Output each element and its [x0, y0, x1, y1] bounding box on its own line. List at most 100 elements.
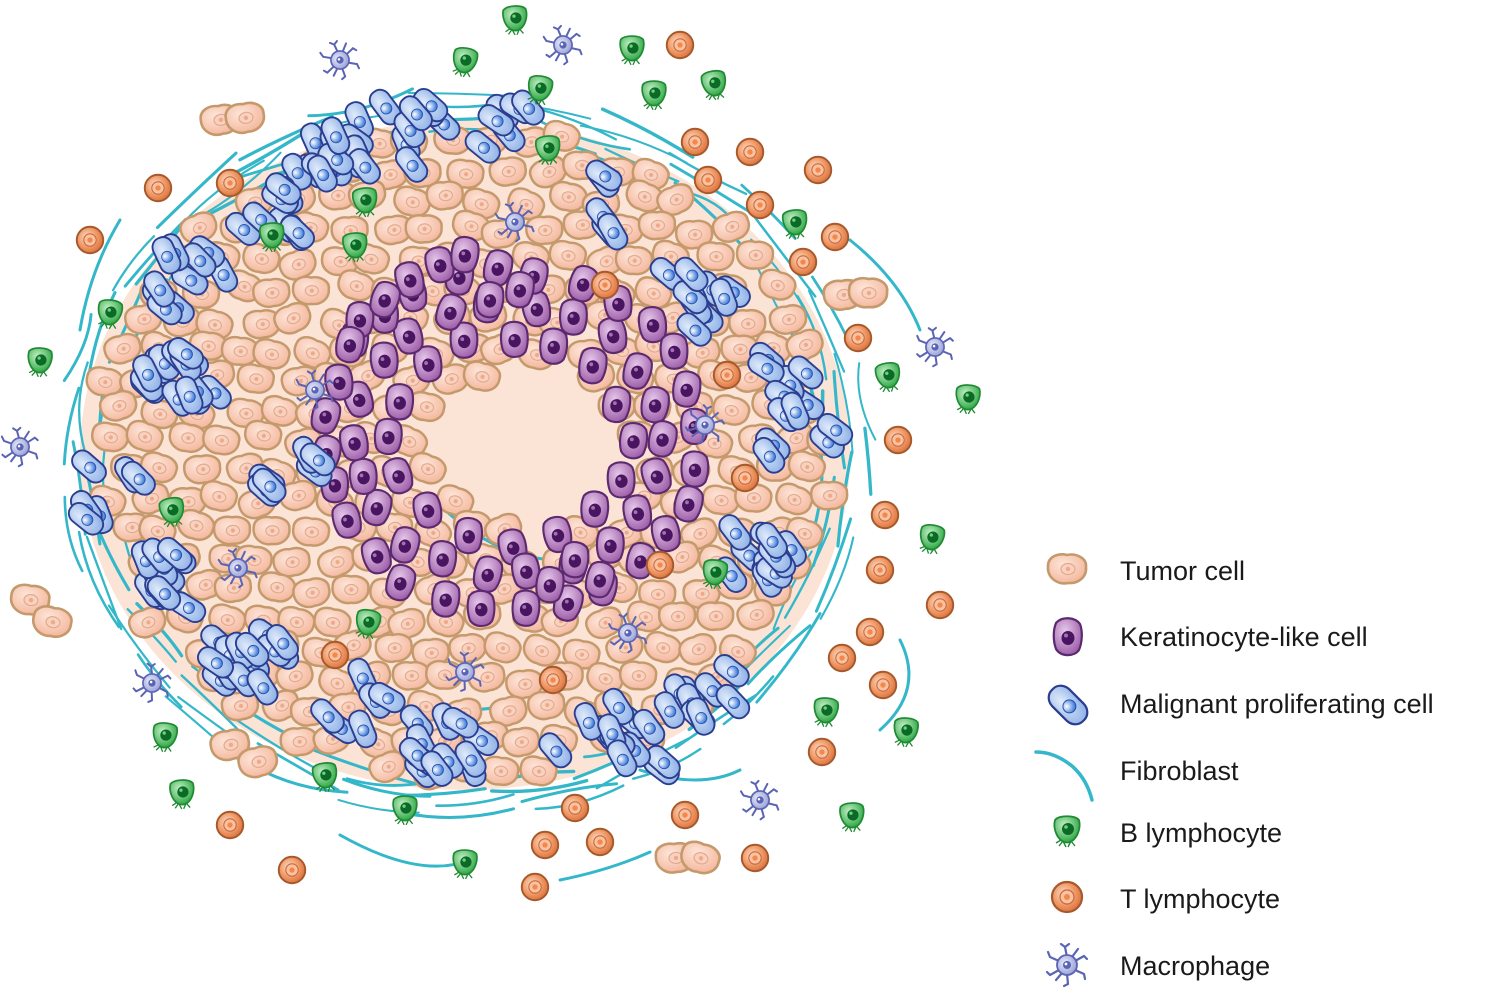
fibroblast [848, 238, 922, 332]
legend-item-b-lymphocyte: B lymphocyte [1053, 815, 1282, 848]
legend-label-b-lymphocyte: B lymphocyte [1120, 818, 1282, 848]
fibroblast [135, 602, 184, 658]
t-lymphocyte [735, 137, 765, 167]
t-lymphocyte [665, 30, 695, 60]
t-lymphocyte [320, 640, 350, 670]
t-lymphocyte [788, 247, 818, 277]
keratinocyte-like-cell [499, 320, 530, 359]
t-lymphocyte [807, 737, 837, 767]
t-lymphocyte [215, 810, 245, 840]
fibroblast [755, 612, 822, 704]
t-lymphocyte [843, 323, 873, 353]
tumor-cell [391, 660, 431, 692]
t-lymphocyte [865, 555, 895, 585]
tumor-cell [330, 573, 371, 606]
keratinocyte-like-cell [538, 326, 570, 366]
legend: Tumor cell Keratinocyte-like cell Malign… [1034, 553, 1434, 988]
fibroblast [62, 386, 81, 466]
fibroblast [533, 117, 631, 151]
t-lymphocyte [803, 155, 833, 185]
keratinocyte-like-cell [605, 460, 637, 500]
tumor-cell [809, 480, 849, 511]
t-lymphocyte [740, 843, 770, 873]
keratinocyte-like-cell [658, 331, 690, 371]
t-lymphocyte [745, 190, 775, 220]
tumor-cell-icon [1046, 553, 1088, 585]
fibroblast [402, 807, 515, 819]
t-lymphocyte [693, 165, 723, 195]
macrophage [737, 777, 783, 823]
fibroblast [435, 793, 515, 808]
b-lymphocyte [501, 4, 529, 37]
b-lymphocyte [916, 522, 947, 557]
tumor-cell [524, 214, 564, 246]
b-lymphocyte [781, 208, 810, 241]
t-lymphocyte [585, 827, 615, 857]
keratinocyte-like-cell [680, 450, 710, 488]
b-lymphocyte [954, 383, 982, 416]
b-lymphocyte [168, 778, 196, 811]
b-lymphocyte [812, 696, 840, 729]
fibroblast [111, 235, 156, 292]
macrophage [0, 425, 41, 469]
fibroblast [77, 530, 121, 629]
fibroblast [878, 638, 911, 732]
b-lymphocyte [873, 360, 904, 395]
fibroblast [238, 115, 334, 162]
legend-label-t-lymphocyte: T lymphocyte [1120, 884, 1280, 914]
fibroblast [180, 674, 242, 733]
t-lymphocyte [75, 225, 105, 255]
fibroblast [814, 517, 853, 613]
fibroblast [863, 426, 873, 496]
t-lymphocyte [143, 173, 173, 203]
keratinocyte-like-cell [473, 279, 506, 320]
b-lymphocyte [641, 80, 667, 111]
fibroblast [783, 527, 831, 619]
fibroblast [600, 107, 695, 159]
b-lymphocyte [26, 346, 54, 379]
legend-item-tumor: Tumor cell [1046, 553, 1245, 586]
fibroblast [807, 289, 846, 373]
legend-item-macrophage: Macrophage [1045, 942, 1270, 988]
t-lymphocyte [538, 665, 568, 695]
fibroblast [819, 536, 855, 620]
tumor-cell [735, 239, 775, 271]
t-lymphocyte [827, 643, 857, 673]
keratinocyte-like-cell [466, 589, 497, 628]
t-lymphocyte [820, 222, 850, 252]
t-lymphocyte [680, 127, 710, 157]
tumor-cell [373, 631, 414, 665]
t-lymphocyte [925, 590, 955, 620]
t-lymphocyte [520, 872, 550, 902]
fibroblast [78, 361, 89, 455]
keratinocyte-like-cell [579, 489, 610, 529]
t-lymphocyte [868, 670, 898, 700]
fibroblast [558, 850, 652, 882]
tumor-cell [404, 214, 443, 244]
b-lymphocyte [392, 795, 418, 826]
macrophage [915, 326, 955, 368]
legend-label-keratinocyte: Keratinocyte-like cell [1120, 622, 1368, 652]
keratinocyte-cell-icon [1052, 617, 1083, 657]
tumor-cell [278, 725, 319, 758]
legend-item-t-lymphocyte: T lymphocyte [1050, 880, 1280, 914]
fibroblast [63, 495, 84, 573]
fibroblast [342, 777, 432, 798]
t-lymphocyte [855, 617, 885, 647]
fibroblast [490, 778, 589, 794]
fibroblast [155, 151, 238, 230]
legend-label-tumor: Tumor cell [1120, 556, 1245, 586]
t-lymphocyte-icon [1050, 880, 1084, 914]
tumor-cell [637, 210, 677, 241]
legend-label-macrophage: Macrophage [1120, 951, 1270, 981]
macrophage [540, 21, 586, 69]
tumor-cell [695, 240, 736, 273]
b-lymphocyte [451, 848, 478, 881]
tumor-cell [181, 452, 223, 486]
keratinocyte-like-cell [453, 516, 484, 555]
b-lymphocyte-icon [1053, 815, 1081, 848]
legend-label-fibroblast: Fibroblast [1120, 756, 1239, 786]
fibroblast [62, 313, 93, 382]
b-lymphocyte [838, 801, 866, 834]
